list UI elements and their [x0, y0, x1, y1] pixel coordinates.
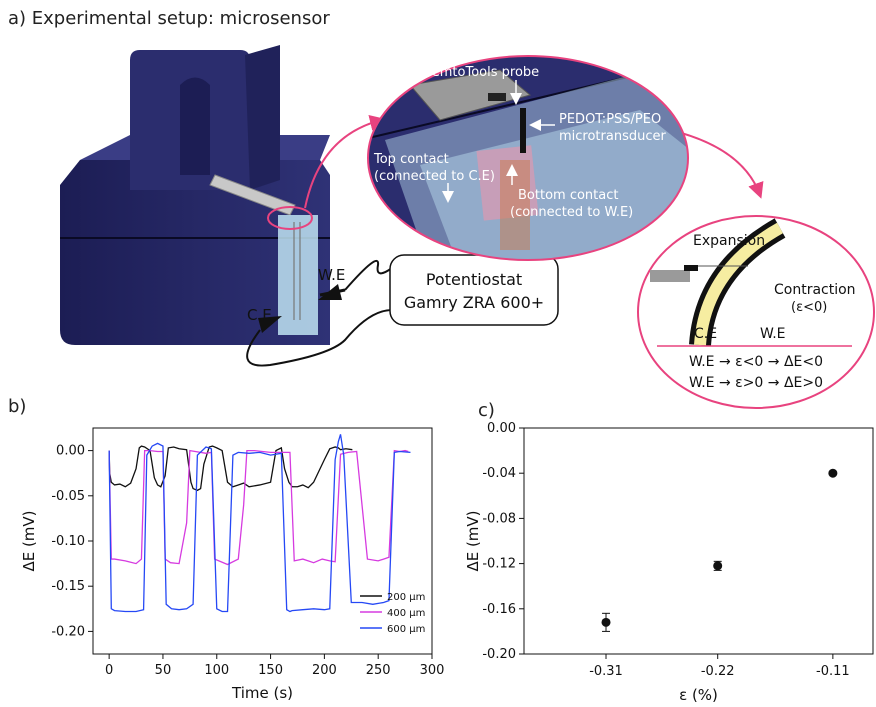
x-tick-label-c: -0.11 — [816, 664, 850, 679]
data-point-c — [601, 617, 611, 627]
instrument-illustration — [60, 45, 764, 367]
chart-c: 0.00 -0.04 -0.08 -0.12 -0.16 -0.20 -0.31 -0.22 -… — [464, 421, 874, 704]
x-tick-label-b: 250 — [366, 663, 391, 678]
transducer-label-line1: PEDOT:PSS/PEO — [559, 112, 661, 127]
panel-c-label: c) — [478, 400, 495, 421]
contraction-label-line2: (ε<0) — [791, 300, 827, 315]
series-line-600-μm — [108, 434, 411, 613]
rule-1: W.E → ε<0 → ΔE<0 — [689, 354, 823, 370]
ce-label: C.E — [247, 306, 272, 324]
bottom-contact-label-line2: (connected to W.E) — [510, 205, 633, 220]
series-line-400-μm — [108, 449, 409, 566]
data-point-c — [713, 561, 723, 571]
x-tick-label-c: -0.22 — [701, 664, 735, 679]
data-point-c — [828, 468, 838, 478]
transducer-label-line2: microtransducer — [559, 129, 666, 144]
y-tick-label-b: -0.20 — [51, 624, 85, 639]
x-tick-label-b: 200 — [312, 663, 337, 678]
bottom-contact-label-line1: Bottom contact — [518, 188, 618, 203]
scheme-ce-label: C.E — [694, 326, 717, 342]
x-tick-label-b: 100 — [204, 663, 229, 678]
y-axis-label-c: ΔE (mV) — [464, 510, 482, 571]
expansion-label: Expansion — [693, 233, 765, 249]
potentiostat-line2: Gamry ZRA 600+ — [404, 293, 544, 312]
x-axis-label-c: ε (%) — [679, 686, 718, 704]
x-tick-label-c: -0.31 — [589, 664, 623, 679]
y-tick-label-b: 0.00 — [56, 444, 85, 459]
legend-label-b: 400 μm — [387, 608, 425, 619]
y-tick-label-b: -0.15 — [51, 579, 85, 594]
series-line-200-μm — [108, 445, 353, 492]
y-tick-label-c: -0.12 — [482, 557, 516, 572]
y-tick-label-b: -0.10 — [51, 534, 85, 549]
x-tick-label-b: 300 — [420, 663, 445, 678]
panel-a-heading: a) Experimental setup: microsensor — [8, 8, 330, 29]
y-axis-label-b: ΔE (mV) — [20, 510, 38, 571]
y-tick-label-c: -0.08 — [482, 511, 516, 526]
chart-b: 0 50 100 150 200 250 300 0.00 -0.05 -0.10 -0.15 -0.… — [20, 427, 445, 702]
legend-label-b: 600 μm — [387, 624, 425, 635]
x-tick-label-b: 150 — [258, 663, 283, 678]
panel-b-label: b) — [8, 396, 27, 417]
legend-label-b: 200 μm — [387, 592, 425, 603]
probe-label: FemtoTools probe — [425, 65, 539, 80]
y-tick-label-c: -0.16 — [482, 602, 516, 617]
y-tick-label-c: -0.20 — [482, 647, 516, 662]
potentiostat-line1: Potentiostat — [426, 270, 522, 289]
plot-frame-c — [523, 427, 874, 655]
zoom-circle — [367, 55, 689, 261]
x-tick-label-b: 0 — [105, 663, 113, 678]
y-tick-label-c: -0.04 — [482, 466, 516, 481]
x-tick-label-b: 50 — [155, 663, 172, 678]
rule-2: W.E → ε>0 → ΔE>0 — [689, 375, 823, 391]
top-contact-label-line2: (connected to C.E) — [374, 169, 495, 184]
strain-scheme — [637, 215, 875, 409]
contraction-label-line1: Contraction — [774, 282, 856, 298]
top-contact-label-line1: Top contact — [373, 152, 449, 167]
potentiostat-box — [389, 254, 559, 326]
y-tick-label-b: -0.05 — [51, 489, 85, 504]
x-axis-label-b: Time (s) — [231, 684, 293, 702]
y-tick-label-c: 0.00 — [487, 421, 516, 436]
scheme-we-label: W.E — [760, 326, 786, 342]
we-label: W.E — [318, 266, 345, 284]
